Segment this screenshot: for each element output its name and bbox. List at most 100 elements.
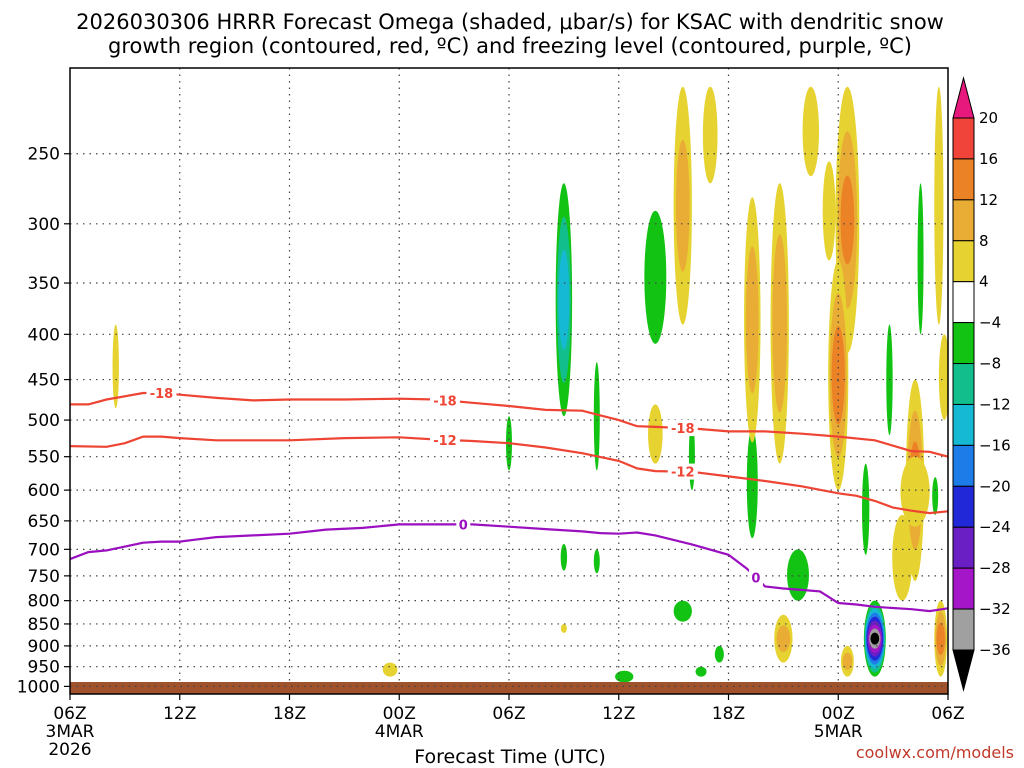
colorbar-bottom-arrow <box>952 649 975 692</box>
omega-cell-14-band <box>673 600 692 622</box>
colorbar-tick-8: −16 <box>979 436 1011 454</box>
omega-cell-36-band <box>936 622 945 655</box>
omega-cell-24-band <box>840 175 855 265</box>
omega-cell-23-band <box>822 161 836 261</box>
xtick-label-5: 12Z <box>602 704 635 724</box>
ytick-label-300: 300 <box>28 215 60 235</box>
xtick-label-4: 06Z <box>492 704 525 724</box>
contour-label-bg--18C-0 <box>146 385 177 402</box>
omega-cell-20-band <box>776 625 791 652</box>
colorbar-bin-6 <box>952 322 975 365</box>
omega-cell-3-band <box>558 249 570 350</box>
ytick-label-950: 950 <box>28 658 60 678</box>
colorbar-bin-10 <box>952 485 975 528</box>
contour-label-bg-0C-1 <box>748 569 763 586</box>
colorbar-tick-0: 20 <box>979 109 998 127</box>
chart-title-line-2: growth region (contoured, red, ºC) and f… <box>108 34 912 58</box>
contour-label-0C-1: 0 <box>751 572 760 587</box>
omega-cell-5-band <box>560 623 567 633</box>
colorbar-bin-12 <box>952 567 975 610</box>
omega-cell-33-band <box>917 183 924 335</box>
colorbar-bin-1 <box>952 117 975 160</box>
xtick-label-1: 12Z <box>163 704 196 724</box>
ytick-label-600: 600 <box>28 481 60 501</box>
contour-label-bg--12C-1 <box>667 463 698 480</box>
xtick-label-8: 06Z <box>931 704 964 724</box>
contour-label--18C-2: -18 <box>671 422 695 437</box>
colorbar-bin-3 <box>952 199 975 242</box>
ytick-label-250: 250 <box>28 145 60 165</box>
xtick-date-7: 5MAR <box>814 722 863 742</box>
ytick-label-400: 400 <box>28 325 60 345</box>
colorbar: 20 16 12 8 4 −4 −8 −12 −16 −20 −24 −28 −32 −36 <box>952 76 1011 692</box>
colorbar-tick-5: −4 <box>979 314 1001 332</box>
colorbar-tick-7: −12 <box>979 395 1011 413</box>
xtick-date-0: 3MAR <box>46 722 95 742</box>
x-axis-label: Forecast Time (UTC) <box>414 746 605 768</box>
ytick-label-850: 850 <box>28 615 60 635</box>
contour-label--12C-1: -12 <box>671 466 695 481</box>
xtick-label-0: 06Z <box>53 704 86 724</box>
omega-shading-layer <box>112 86 948 683</box>
omega-cell-18-band <box>745 246 759 394</box>
omega-cell-15-band <box>714 645 724 663</box>
colorbar-tick-1: 16 <box>979 150 998 168</box>
omega-cell-25-band <box>831 326 845 425</box>
omega-cell-6-band <box>593 362 600 471</box>
ground-strip <box>70 682 948 694</box>
colorbar-bin-4 <box>952 240 975 283</box>
ytick-label-1000: 1000 <box>17 677 60 697</box>
omega-cell-1-band <box>382 662 398 677</box>
contour--12C <box>70 435 948 515</box>
colorbar-tick-2: 12 <box>979 191 998 209</box>
colorbar-bin-2 <box>952 158 975 201</box>
omega-cell-34-band <box>934 86 944 325</box>
contour-label-bg--18C-2 <box>667 420 698 437</box>
contour-label-0C-0: 0 <box>459 518 468 533</box>
colorbar-tick-6: −8 <box>979 355 1001 373</box>
omega-cell-26-band <box>842 652 853 670</box>
omega-cell-4-band <box>560 543 568 571</box>
contour-label--18C-1: -18 <box>433 394 457 409</box>
ytick-label-350: 350 <box>28 274 60 294</box>
omega-cell-17-band <box>746 427 758 539</box>
omega-cell-10-band <box>648 404 663 464</box>
omega-cell-9-band <box>644 210 667 344</box>
contour-layer: -18 -18 -18 -12 -12 0 0 <box>70 385 948 613</box>
contour-label-bg--18C-1 <box>429 392 460 409</box>
xtick-year-0: 2026 <box>48 740 91 760</box>
omega-cell-22-band <box>802 86 820 177</box>
colorbar-tick-12: −32 <box>979 600 1011 618</box>
colorbar-bin-11 <box>952 526 975 569</box>
chart-title-line-1: 2026030306 HRRR Forecast Omega (shaded, … <box>76 10 944 34</box>
colorbar-bin-13 <box>952 608 975 651</box>
colorbar-bin-7 <box>952 363 975 405</box>
omega-cell-0-band <box>112 324 119 409</box>
colorbar-tick-4: 4 <box>979 273 989 291</box>
colorbar-tick-11: −28 <box>979 559 1011 577</box>
ytick-label-500: 500 <box>28 411 60 431</box>
ytick-label-550: 550 <box>28 448 60 468</box>
xtick-label-2: 18Z <box>273 704 306 724</box>
y-axis-ticks: 2503003504004505005506006507007508008509… <box>17 145 70 697</box>
xtick-date-3: 4MAR <box>375 722 424 742</box>
contour-label-bg--12C-0 <box>429 431 460 448</box>
contour-label-bg-0C-0 <box>456 516 471 533</box>
ytick-label-800: 800 <box>28 592 60 612</box>
colorbar-tick-13: −36 <box>979 641 1011 659</box>
omega-cell-8-band <box>615 670 634 683</box>
omega-cell-11-band <box>675 139 690 272</box>
xtick-label-7: 00Z <box>822 704 855 724</box>
omega-cell-32-band <box>900 456 930 527</box>
ground-layer <box>70 682 948 694</box>
omega-cell-27-band <box>862 463 870 555</box>
ytick-label-450: 450 <box>28 371 60 391</box>
contour-0C <box>70 523 948 613</box>
omega-cell-30-band <box>892 514 913 601</box>
omega-cell-19-band <box>772 234 788 413</box>
site-credit: coolwx.com/models <box>856 743 1014 762</box>
xtick-label-6: 18Z <box>712 704 745 724</box>
colorbar-tick-3: 8 <box>979 232 989 250</box>
